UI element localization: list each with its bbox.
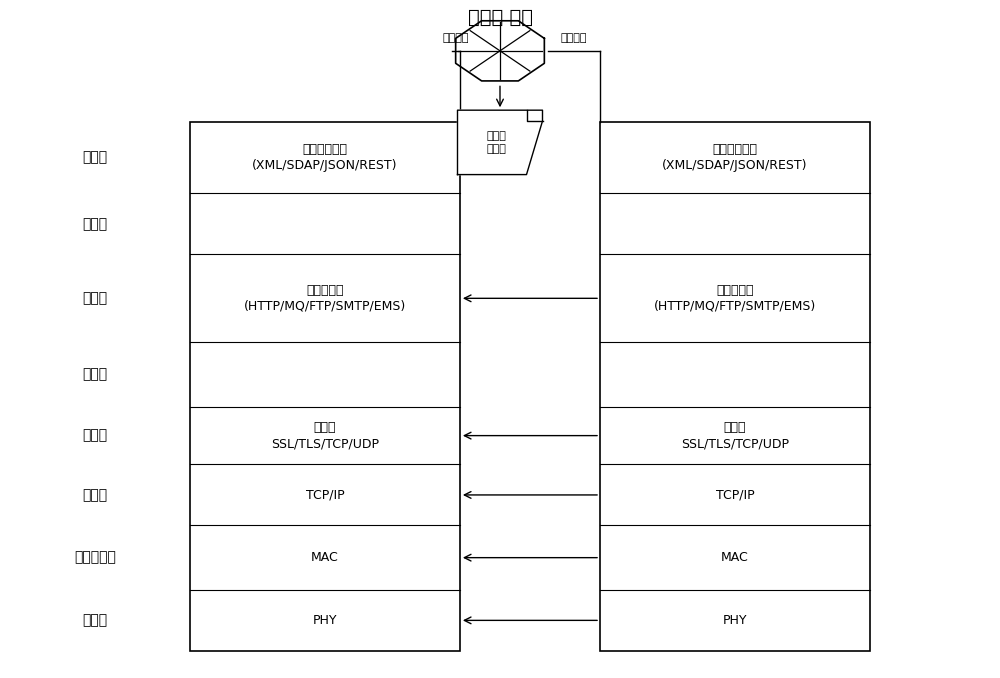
- Text: 传输层
SSL/TLS/TCP/UDP: 传输层 SSL/TLS/TCP/UDP: [681, 421, 789, 450]
- Text: 传输层: 传输层: [82, 428, 108, 443]
- Text: 表示层: 表示层: [82, 292, 108, 305]
- Text: 应用层: 应用层: [82, 217, 108, 231]
- Text: 传输层
SSL/TLS/TCP/UDP: 传输层 SSL/TLS/TCP/UDP: [271, 421, 379, 450]
- Text: 语义消息: 语义消息: [561, 33, 587, 43]
- Text: TCP/IP: TCP/IP: [306, 488, 344, 502]
- Text: 数据链路层: 数据链路层: [74, 551, 116, 565]
- Bar: [600, 122, 870, 651]
- Text: 数据交换内容
(XML/SDAP/JSON/REST): 数据交换内容 (XML/SDAP/JSON/REST): [662, 143, 808, 172]
- Text: MAC: MAC: [721, 551, 749, 564]
- Text: PHY: PHY: [313, 614, 337, 627]
- Text: TCP/IP: TCP/IP: [716, 488, 754, 502]
- Text: MAC: MAC: [311, 551, 339, 564]
- Text: 应用层协议
(HTTP/MQ/FTP/SMTP/EMS): 应用层协议 (HTTP/MQ/FTP/SMTP/EMS): [244, 284, 406, 313]
- Text: 语义处
理程序: 语义处 理程序: [486, 131, 506, 154]
- Text: 物理层: 物理层: [82, 614, 108, 627]
- Bar: [190, 122, 460, 651]
- Text: 语义消息: 语义消息: [443, 33, 469, 43]
- Text: 会话层: 会话层: [82, 367, 108, 382]
- Text: PHY: PHY: [723, 614, 747, 627]
- Text: 网络层: 网络层: [82, 488, 108, 502]
- Polygon shape: [458, 110, 542, 174]
- Text: 应用层协议
(HTTP/MQ/FTP/SMTP/EMS): 应用层协议 (HTTP/MQ/FTP/SMTP/EMS): [654, 284, 816, 313]
- Text: 语义层: 语义层: [82, 151, 108, 165]
- Text: 语义交 换机: 语义交 换机: [468, 7, 532, 26]
- Text: 数据交换内容
(XML/SDAP/JSON/REST): 数据交换内容 (XML/SDAP/JSON/REST): [252, 143, 398, 172]
